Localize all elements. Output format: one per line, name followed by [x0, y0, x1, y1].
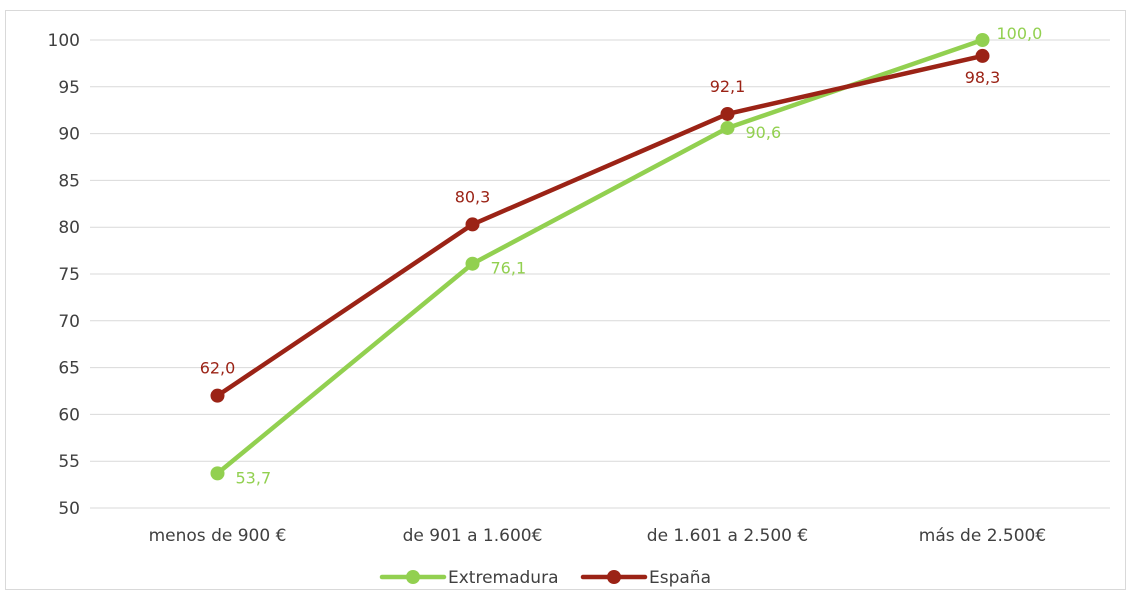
y-tick-label: 100 [48, 31, 80, 51]
data-label-espana: 62,0 [200, 359, 236, 378]
data-point [720, 120, 735, 135]
y-axis-ticks: 50 55 60 65 70 75 80 85 90 95 100 [48, 31, 80, 519]
y-tick-label: 85 [58, 171, 80, 191]
y-tick-label: 95 [58, 78, 80, 98]
legend: Extremadura España [379, 568, 711, 588]
data-point [210, 388, 225, 403]
y-tick-label: 65 [58, 359, 80, 379]
grid-lines [90, 39, 1110, 509]
x-tick-label: más de 2.500€ [919, 526, 1046, 546]
y-tick-label: 55 [58, 452, 80, 472]
x-tick-label: de 1.601 a 2.500 € [647, 526, 808, 546]
data-labels: 53,7 76,1 90,6 100,0 62,0 80,3 92,1 98,3 [200, 24, 1043, 487]
legend-swatch-marker [406, 570, 420, 584]
series-lines [210, 33, 990, 481]
x-tick-label: menos de 900 € [149, 526, 287, 546]
data-label-extremadura: 90,6 [746, 123, 782, 142]
x-axis-ticks: menos de 900 € de 901 a 1.600€ de 1.601 a … [149, 526, 1047, 546]
y-tick-label: 50 [58, 499, 80, 519]
data-point [465, 217, 480, 232]
y-tick-label: 75 [58, 265, 80, 285]
data-label-espana: 80,3 [455, 187, 491, 206]
y-tick-label: 90 [58, 125, 80, 145]
data-point [975, 33, 990, 47]
data-point [720, 106, 735, 121]
data-label-extremadura: 53,7 [236, 468, 272, 487]
data-label-extremadura: 76,1 [491, 259, 527, 278]
data-label-espana: 98,3 [965, 68, 1001, 87]
legend-swatch-marker [607, 570, 621, 584]
chart-frame [5, 10, 1126, 590]
series-line-extremadura [215, 37, 985, 476]
legend-item-extremadura: Extremadura [379, 568, 559, 588]
legend-label: Extremadura [448, 568, 559, 588]
y-tick-label: 70 [58, 312, 80, 332]
y-tick-label: 80 [58, 218, 80, 238]
x-tick-label: de 901 a 1.600€ [403, 526, 543, 546]
data-point [465, 256, 480, 271]
series-line-espana [215, 53, 985, 398]
data-label-espana: 92,1 [710, 77, 746, 96]
data-label-extremadura: 100,0 [997, 24, 1043, 43]
data-point [210, 466, 225, 481]
data-point [975, 48, 990, 63]
legend-item-espana: España [580, 568, 711, 588]
legend-label: España [649, 568, 711, 588]
y-tick-label: 60 [58, 405, 80, 425]
